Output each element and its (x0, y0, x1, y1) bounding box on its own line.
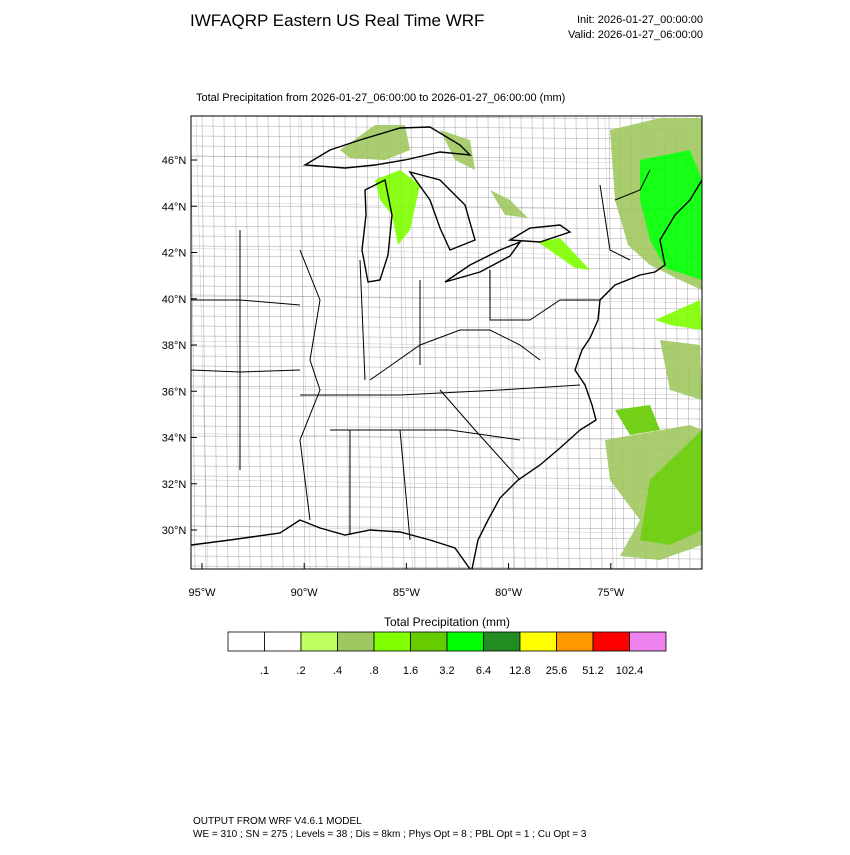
colorbar-label: .4 (333, 665, 342, 677)
lon-label: 75°W (597, 587, 625, 599)
lat-label: 42°N (162, 248, 187, 260)
graticule-line (297, 116, 311, 569)
colorbar: .1 .2 .4 .8 1.6 3.2 6.4 12.8 25.6 51.2 102.4 (227, 631, 667, 677)
lake-erie (444, 240, 522, 283)
colorbar-box (264, 631, 302, 652)
precip-area (340, 125, 410, 160)
colorbar-box (227, 631, 265, 652)
colorbar-box (373, 631, 411, 652)
colorbar-label: 51.2 (582, 665, 603, 677)
precip-area (640, 430, 702, 545)
lat-label: 44°N (162, 201, 187, 213)
precip-area (615, 405, 660, 435)
lat-label: 34°N (162, 433, 187, 445)
title: IWFAQRP Eastern US Real Time WRF (190, 11, 484, 30)
colorbar-label: .1 (260, 665, 269, 677)
lake-superior (302, 126, 472, 169)
lat-label: 30°N (162, 525, 187, 537)
precip-area (640, 150, 702, 280)
colorbar-label: .2 (296, 665, 305, 677)
lake-michigan (361, 178, 393, 283)
lat-label: 40°N (162, 294, 187, 306)
colorbar-box (519, 631, 557, 652)
colorbar-label: 12.8 (509, 665, 530, 677)
axis-labels: 46°N 44°N 42°N 40°N 38°N 36°N 34°N 32°N 30°N 95°W… (162, 155, 625, 599)
colorbar-box (483, 631, 521, 652)
map-frame (190, 115, 703, 570)
lat-label: 32°N (162, 479, 187, 491)
colorbar-label: 25.6 (546, 665, 567, 677)
colorbar-label: 102.4 (616, 665, 644, 677)
graticule-line (191, 248, 702, 257)
graticule-line (191, 294, 702, 303)
precip-area (655, 300, 702, 330)
colorbar-label: 1.6 (403, 665, 418, 677)
county-lines (191, 116, 702, 569)
colorbar-box (446, 631, 484, 652)
footer-line: WE = 310 ; SN = 275 ; Levels = 38 ; Dis … (193, 829, 587, 840)
colorbar-box (592, 631, 630, 652)
graticule-line (191, 202, 702, 211)
lake-huron (408, 170, 476, 251)
colorbar-box (300, 631, 338, 652)
state-boundaries (191, 169, 651, 541)
coastline (471, 179, 702, 569)
graticule-line (502, 116, 515, 569)
lon-label: 80°W (495, 587, 523, 599)
colorbar-box (410, 631, 448, 652)
colorbar-label: .8 (369, 665, 378, 677)
colorbar-box (629, 631, 667, 652)
lat-label: 36°N (162, 386, 187, 398)
init-time: Init: 2026-01-27_00:00:00 (577, 14, 703, 26)
colorbar-title: Total Precipitation (mm) (384, 615, 510, 629)
county-mesh (191, 116, 702, 569)
precip-area (490, 190, 528, 218)
graticule-line (195, 116, 209, 569)
graticule-line (191, 340, 702, 350)
colorbar-label: 6.4 (476, 665, 491, 677)
subtitle: Total Precipitation from 2026-01-27_06:0… (196, 92, 565, 104)
colorbar-box (556, 631, 594, 652)
precip-area (440, 130, 475, 170)
lon-label: 95°W (188, 587, 216, 599)
colorbar-box (337, 631, 375, 652)
colorbar-label: 3.2 (439, 665, 454, 677)
precip-area (660, 340, 702, 400)
lat-label: 38°N (162, 340, 187, 352)
lat-label: 46°N (162, 155, 187, 167)
precip-area (538, 238, 590, 270)
lon-label: 85°W (393, 587, 421, 599)
lon-label: 90°W (291, 587, 319, 599)
valid-time: Valid: 2026-01-27_06:00:00 (568, 29, 703, 41)
coastline (191, 519, 471, 569)
lake-ontario (507, 224, 572, 243)
footer-line: OUTPUT FROM WRF V4.6.1 MODEL (193, 816, 362, 827)
graticule-line (191, 525, 702, 535)
map: 46°N 44°N 42°N 40°N 38°N 36°N 34°N 32°N 30°N 95°W… (162, 115, 703, 599)
